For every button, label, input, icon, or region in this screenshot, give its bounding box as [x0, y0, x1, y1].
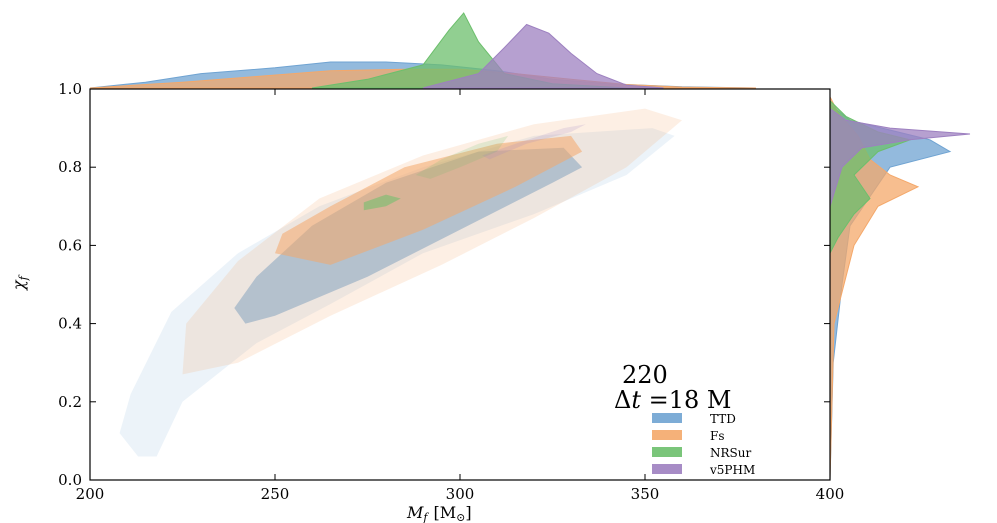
y-tick-label: 0.4	[58, 315, 82, 333]
y-tick-label: 0.2	[58, 393, 82, 411]
legend: TTD Fs NRSur v5PHM	[652, 412, 755, 477]
x-tick-label: 300	[446, 485, 475, 503]
x-tick-label: 350	[631, 485, 660, 503]
time-annotation: Δt =18 M	[614, 386, 731, 414]
contour-fs-inner	[275, 135, 583, 265]
mode-annotation: 220	[622, 361, 668, 389]
x-axis-label: Mf [M⊙]	[406, 503, 472, 523]
legend-swatch-ttd	[652, 413, 682, 423]
x-tick-label: 200	[76, 485, 105, 503]
x-axis-ticks: 200 250 300 350 400	[76, 89, 845, 503]
contour-nrsur-inner	[363, 194, 401, 211]
legend-swatch-fs	[652, 430, 682, 440]
x-tick-label: 250	[261, 485, 290, 503]
right-marginal-plot	[829, 96, 971, 481]
contour-nrsur-outer	[415, 135, 509, 179]
marginal-y-v5phm	[829, 107, 971, 207]
y-tick-label: 0.6	[58, 236, 82, 254]
contour-v5phm-outer	[482, 124, 586, 160]
legend-swatch-nrsur	[652, 447, 682, 457]
marginal-x-v5phm	[422, 23, 664, 89]
y-axis-label: χf	[9, 274, 30, 291]
top-marginal-plot	[89, 12, 757, 89]
legend-swatch-v5phm	[652, 464, 682, 474]
x-tick-label: 400	[816, 485, 845, 503]
legend-label-nrsur: NRSur	[710, 446, 751, 460]
legend-label-ttd: TTD	[710, 412, 736, 426]
joint-contour-plot	[119, 108, 682, 457]
y-axis-ticks: 0.0 0.2 0.4 0.6 0.8 1.0	[58, 80, 830, 489]
legend-label-fs: Fs	[710, 429, 724, 443]
contour-ttd-outer	[119, 128, 675, 457]
y-tick-label: 1.0	[58, 80, 82, 98]
y-tick-label: 0.8	[58, 158, 82, 176]
y-tick-label: 0.0	[58, 471, 82, 489]
legend-label-v5phm: v5PHM	[709, 463, 755, 477]
contour-fs-outer	[182, 108, 682, 375]
